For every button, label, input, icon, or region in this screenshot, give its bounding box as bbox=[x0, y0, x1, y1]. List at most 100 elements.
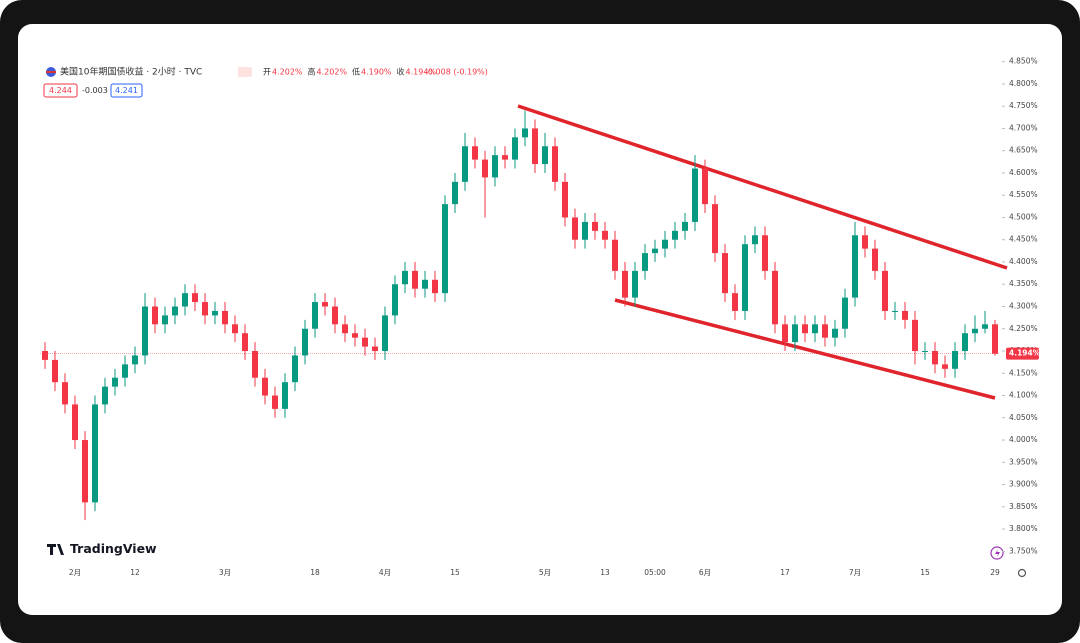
trend-line bbox=[517, 104, 1008, 270]
candle-body bbox=[392, 284, 398, 316]
candle-body bbox=[182, 293, 188, 307]
candle-body bbox=[952, 351, 958, 369]
x-tick-label: 15 bbox=[920, 568, 930, 577]
candle-body bbox=[162, 315, 168, 325]
ohlc-value: 4.202% bbox=[317, 68, 348, 77]
y-tick-label: 3.800% bbox=[1009, 524, 1038, 533]
candle-body bbox=[932, 351, 938, 365]
y-tick-label: 4.500% bbox=[1009, 212, 1038, 221]
y-tick-label: 3.850% bbox=[1009, 502, 1038, 511]
ohlc-value: 4.190% bbox=[361, 68, 392, 77]
candle-body bbox=[972, 328, 978, 334]
y-tick-label: 4.100% bbox=[1009, 391, 1038, 400]
candle-body bbox=[52, 359, 58, 383]
trend-line bbox=[614, 298, 996, 400]
y-tick-label: 4.550% bbox=[1009, 190, 1038, 199]
candle-body bbox=[812, 324, 818, 334]
change: -0.008 (-0.19%) bbox=[425, 68, 488, 77]
alert-icon[interactable] bbox=[990, 546, 1004, 560]
candle-body bbox=[62, 382, 68, 405]
candle-body bbox=[582, 221, 588, 240]
ohlc-value: 4.194% bbox=[406, 68, 437, 77]
alert-bolt bbox=[995, 549, 1000, 557]
candle-body bbox=[832, 328, 838, 338]
candle-body bbox=[792, 324, 798, 343]
candle-body bbox=[732, 293, 738, 311]
candle-body bbox=[802, 324, 808, 334]
candle-body bbox=[452, 181, 458, 205]
candle-body bbox=[362, 337, 368, 347]
ohlc-value: 4.202% bbox=[272, 68, 303, 77]
x-tick-label: 3月 bbox=[219, 568, 231, 577]
x-tick-label: 5月 bbox=[539, 568, 551, 577]
candle-body bbox=[92, 404, 98, 503]
candle-body bbox=[102, 386, 108, 405]
y-tick-label: 4.300% bbox=[1009, 302, 1038, 311]
ohlc-key: 开 bbox=[263, 68, 271, 77]
symbol-title: 美国10年期国债收益 · 2小时 · TVC bbox=[60, 66, 202, 78]
candle-body bbox=[882, 270, 888, 311]
status-icon bbox=[238, 67, 252, 77]
candle-body bbox=[372, 346, 378, 352]
y-tick-label: 4.000% bbox=[1009, 435, 1038, 444]
candle-body bbox=[772, 270, 778, 325]
spread: -0.003 bbox=[82, 86, 108, 95]
sell-price[interactable]: 4.244 bbox=[49, 86, 72, 95]
candle-body bbox=[512, 137, 518, 160]
x-tick-label: 4月 bbox=[379, 568, 391, 577]
candle-body bbox=[542, 146, 548, 165]
candle-body bbox=[522, 128, 528, 138]
candle-body bbox=[722, 253, 728, 294]
ohlc-key: 高 bbox=[308, 67, 316, 77]
candle-body bbox=[592, 221, 598, 231]
sell-box[interactable] bbox=[43, 83, 78, 98]
candle-body bbox=[862, 235, 868, 249]
y-tick-label: 4.700% bbox=[1009, 123, 1038, 132]
candle-body bbox=[502, 155, 508, 160]
candle-body bbox=[662, 239, 668, 249]
candle-body bbox=[922, 351, 928, 353]
candle-body bbox=[682, 221, 688, 231]
candle-body bbox=[222, 310, 228, 325]
buy-price[interactable]: 4.241 bbox=[115, 86, 138, 95]
candle-body bbox=[122, 364, 128, 378]
settings-icon[interactable] bbox=[1017, 568, 1027, 578]
candle-body bbox=[312, 302, 318, 329]
candle-body bbox=[472, 146, 478, 160]
candle-body bbox=[532, 128, 538, 165]
y-tick-label: 4.450% bbox=[1009, 235, 1038, 244]
x-tick-label: 2月 bbox=[69, 568, 81, 577]
x-tick-label: 18 bbox=[310, 568, 320, 577]
y-tick-label: 4.750% bbox=[1009, 101, 1038, 110]
candle-body bbox=[602, 230, 608, 240]
candle-body bbox=[402, 270, 408, 285]
candle-body bbox=[432, 279, 438, 294]
candle-body bbox=[252, 351, 258, 378]
candle-body bbox=[442, 204, 448, 294]
candle-body bbox=[652, 248, 658, 254]
candle-body bbox=[202, 302, 208, 316]
y-tick-label: 4.050% bbox=[1009, 413, 1038, 422]
candle-body bbox=[852, 235, 858, 298]
y-tick-label: 4.850% bbox=[1009, 57, 1038, 66]
x-tick-label: 15 bbox=[450, 568, 460, 577]
candle-body bbox=[912, 319, 918, 352]
x-tick-label: 12 bbox=[130, 568, 140, 577]
candle-body bbox=[302, 328, 308, 356]
ohlc-key: 低 bbox=[352, 67, 360, 77]
candle-body bbox=[192, 293, 198, 303]
candle-body bbox=[242, 333, 248, 352]
candle-body bbox=[72, 404, 78, 441]
candle-body bbox=[422, 279, 428, 289]
candle-body bbox=[462, 146, 468, 182]
candle-body bbox=[612, 239, 618, 271]
candle-body bbox=[842, 297, 848, 329]
candle-body bbox=[942, 364, 948, 369]
candle-body bbox=[902, 310, 908, 320]
ohlc-key: 收 bbox=[397, 67, 405, 77]
buy-box[interactable] bbox=[110, 83, 143, 98]
y-tick-label: 4.600% bbox=[1009, 168, 1038, 177]
candle-body bbox=[132, 355, 138, 365]
